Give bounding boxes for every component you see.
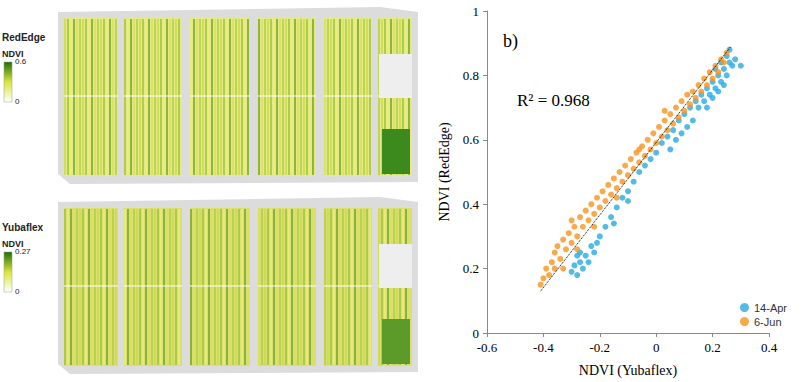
svg-text:0: 0 xyxy=(15,97,20,106)
svg-text:b): b) xyxy=(503,31,518,52)
svg-text:0.6: 0.6 xyxy=(463,132,480,147)
svg-text:-0.4: -0.4 xyxy=(533,340,554,355)
svg-text:0.2: 0.2 xyxy=(704,340,720,355)
svg-text:NDVI (Yubaflex): NDVI (Yubaflex) xyxy=(579,363,678,379)
svg-text:-0.6: -0.6 xyxy=(477,340,498,355)
svg-text:14-Apr: 14-Apr xyxy=(754,302,787,314)
svg-text:0: 0 xyxy=(15,287,20,296)
svg-text:R² = 0.968: R² = 0.968 xyxy=(517,91,590,110)
svg-text:0.6: 0.6 xyxy=(15,57,27,66)
svg-text:0.4: 0.4 xyxy=(463,197,480,212)
svg-text:0.4: 0.4 xyxy=(761,340,778,355)
svg-text:1: 1 xyxy=(473,4,480,19)
svg-text:NDVI: NDVI xyxy=(2,238,24,249)
svg-text:6-Jun: 6-Jun xyxy=(754,316,782,328)
svg-text:NDVI: NDVI xyxy=(2,48,24,59)
svg-text:0.27: 0.27 xyxy=(15,247,31,256)
svg-text:NDVI (RedEdge): NDVI (RedEdge) xyxy=(437,122,453,221)
svg-text:0.2: 0.2 xyxy=(463,261,479,276)
svg-text:0: 0 xyxy=(653,340,660,355)
svg-text:RedEdge: RedEdge xyxy=(2,32,46,43)
svg-text:-0.2: -0.2 xyxy=(590,340,611,355)
svg-text:Yubaflex: Yubaflex xyxy=(2,222,44,233)
svg-text:0.8: 0.8 xyxy=(463,68,479,83)
svg-text:0: 0 xyxy=(473,326,480,341)
